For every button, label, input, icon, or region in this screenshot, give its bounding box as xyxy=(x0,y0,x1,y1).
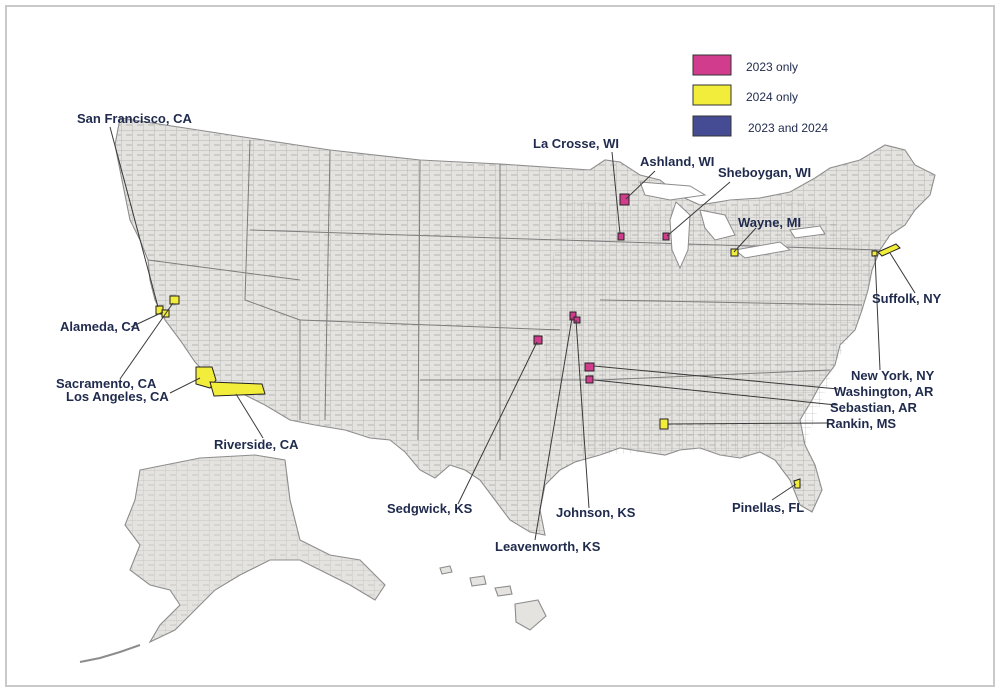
label-pinellas: Pinellas, FL xyxy=(732,500,804,515)
county-suffolk-ny[interactable] xyxy=(877,243,901,257)
legend-swatch-2023-only xyxy=(692,54,732,76)
legend-label-2023-and-2024: 2023 and 2024 xyxy=(748,121,828,135)
legend-swatch-2023-and-2024 xyxy=(692,115,732,137)
label-washington-ar: Washington, AR xyxy=(834,384,934,399)
county-sacramento-ca[interactable] xyxy=(169,295,180,305)
label-rankin: Rankin, MS xyxy=(826,416,896,431)
leader-lines xyxy=(109,126,916,541)
highlighted-counties xyxy=(155,193,901,489)
label-johnson: Johnson, KS xyxy=(556,505,636,520)
county-pinellas-fl[interactable] xyxy=(793,478,801,489)
county-sheboygan-wi[interactable] xyxy=(662,232,670,241)
county-labels: San Francisco, CA Alameda, CA Sacramento… xyxy=(56,111,942,554)
county-rankin-ms[interactable] xyxy=(659,418,669,430)
label-ashland: Ashland, WI xyxy=(640,154,714,169)
county-wayne-mi[interactable] xyxy=(730,248,739,257)
label-san-francisco: San Francisco, CA xyxy=(77,111,192,126)
legend-label-2024-only: 2024 only xyxy=(746,90,798,104)
county-leavenworth-ks[interactable] xyxy=(569,311,577,321)
county-sebastian-ar[interactable] xyxy=(585,375,594,384)
label-sebastian: Sebastian, AR xyxy=(830,400,918,415)
label-sheboygan: Sheboygan, WI xyxy=(718,165,811,180)
label-riverside: Riverside, CA xyxy=(214,437,299,452)
county-sedgwick-ks[interactable] xyxy=(533,335,543,345)
county-new-york-ny[interactable] xyxy=(871,250,878,257)
county-la-crosse-wi[interactable] xyxy=(617,232,625,241)
county-riverside-ca[interactable] xyxy=(209,381,266,397)
label-wayne: Wayne, MI xyxy=(738,215,801,230)
legend: 2023 only 2024 only 2023 and 2024 xyxy=(692,54,828,137)
legend-swatch-2024-only xyxy=(692,84,732,106)
label-alameda: Alameda, CA xyxy=(60,319,141,334)
label-la-crosse: La Crosse, WI xyxy=(533,136,619,151)
legend-label-2023-only: 2023 only xyxy=(746,60,798,74)
county-washington-ar[interactable] xyxy=(584,362,595,372)
hawaii xyxy=(439,565,547,631)
county-johnson-ks[interactable] xyxy=(573,316,581,324)
label-suffolk: Suffolk, NY xyxy=(872,291,942,306)
label-new-york: New York, NY xyxy=(851,368,935,383)
county-ashland-wi[interactable] xyxy=(619,193,630,206)
label-sacramento: Sacramento, CA xyxy=(56,376,157,391)
label-sedgwick: Sedgwick, KS xyxy=(387,501,473,516)
contiguous-us xyxy=(114,117,936,536)
label-leavenworth: Leavenworth, KS xyxy=(495,539,601,554)
alaska xyxy=(79,454,386,663)
label-los-angeles: Los Angeles, CA xyxy=(66,389,169,404)
